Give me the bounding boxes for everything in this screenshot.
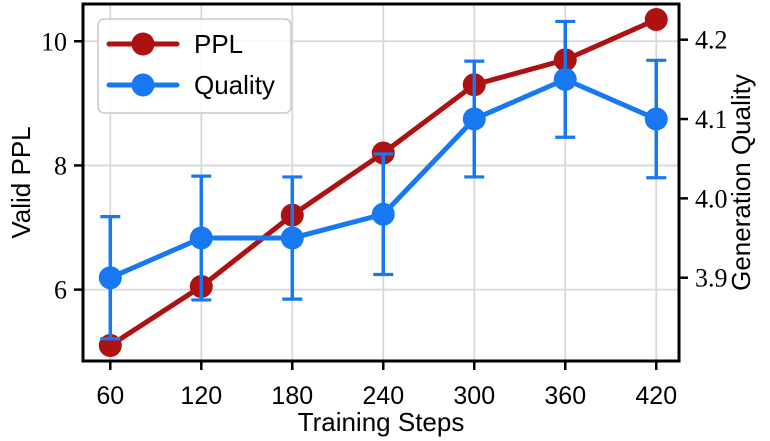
legend-item-ppl: PPL	[106, 29, 243, 59]
quality-series	[98, 19, 668, 341]
plot-frame	[81, 2, 681, 363]
ppl-marker	[644, 8, 668, 32]
left-tick-label: 8	[54, 151, 67, 180]
quality-marker	[280, 226, 304, 250]
x-tick-label: 180	[271, 382, 313, 410]
quality-marker	[371, 202, 395, 226]
quality-marker	[462, 107, 486, 131]
x-tick-label: 420	[635, 382, 677, 410]
left-tick-label: 10	[41, 27, 67, 56]
right-tick-label: 4.0	[695, 184, 728, 213]
legend: PPL Quality	[97, 18, 292, 114]
x-tick-label: 300	[453, 382, 495, 410]
quality-marker	[553, 67, 577, 91]
right-tick-label: 4.2	[695, 26, 728, 55]
x-tick-label: 240	[362, 382, 404, 410]
x-axis-title: Training Steps	[298, 407, 465, 437]
left-tick-label: 6	[54, 276, 67, 305]
quality-marker	[189, 226, 213, 250]
left-axis-title: Valid PPL	[6, 126, 36, 238]
legend-label: PPL	[194, 29, 243, 59]
right-axis-title: Generation Quality	[726, 74, 756, 291]
legend-label: Quality	[194, 70, 275, 100]
right-tick-label: 4.1	[695, 105, 728, 134]
legend-sample-marker	[131, 73, 155, 97]
x-tick-label: 120	[180, 382, 222, 410]
right-tick-label: 3.9	[695, 264, 728, 293]
quality-marker	[98, 266, 122, 290]
x-tick-label: 360	[544, 382, 586, 410]
quality-marker	[644, 107, 668, 131]
legend-sample-marker	[131, 32, 155, 56]
legend-item-quality: Quality	[106, 70, 275, 100]
x-tick-label: 60	[96, 382, 124, 410]
